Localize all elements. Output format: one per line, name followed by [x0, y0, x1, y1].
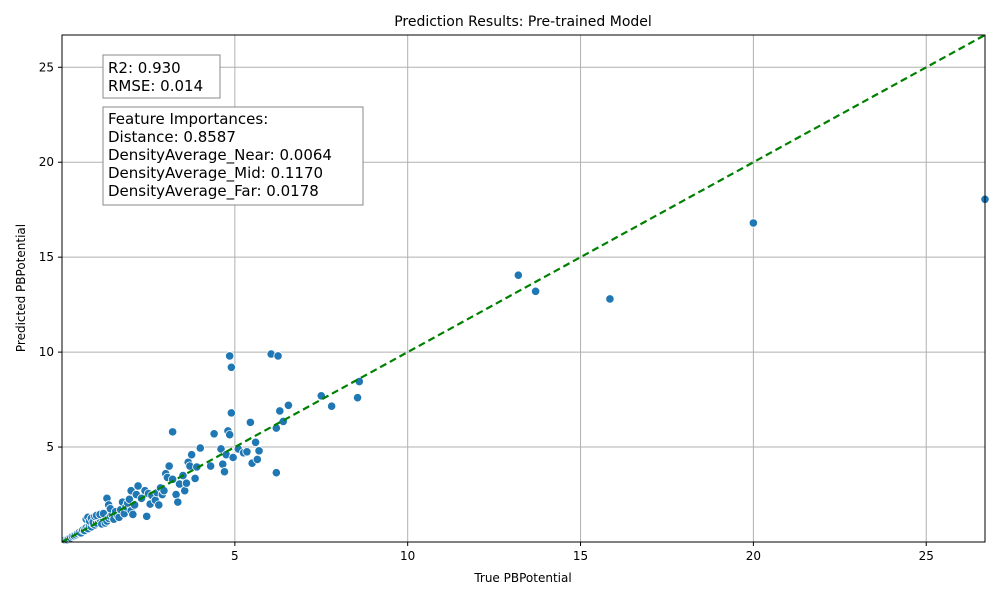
data-point — [225, 430, 235, 440]
data-point — [142, 511, 152, 521]
importance-box: Feature Importances: Distance: 0.8587 De… — [102, 106, 364, 206]
x-tick-label: 10 — [400, 549, 415, 563]
importance-box-frame — [102, 106, 364, 206]
stats-rmse: RMSE: 0.014 — [108, 77, 203, 95]
data-point — [195, 443, 205, 453]
ticks-layer: 5 10 15 20 25 5 10 15 20 25 — [39, 60, 934, 563]
data-point — [190, 473, 200, 483]
data-point — [128, 509, 138, 520]
data-point — [748, 218, 758, 228]
y-tick-label: 5 — [46, 440, 54, 454]
data-point — [605, 294, 615, 304]
y-axis-label: Predicted PBPotential — [14, 224, 28, 352]
data-point — [154, 500, 164, 510]
data-point — [242, 447, 252, 457]
data-point — [171, 489, 181, 500]
stats-box-frame — [102, 54, 221, 99]
x-tick-label: 5 — [231, 549, 239, 563]
x-tick-label: 25 — [919, 549, 934, 563]
axes-frame — [61, 34, 986, 543]
data-point — [250, 437, 261, 447]
y-tick-label: 15 — [39, 250, 54, 264]
data-point — [226, 362, 236, 372]
y-tick-label: 25 — [39, 60, 54, 74]
y-tick-label: 10 — [39, 345, 54, 359]
data-point — [133, 481, 143, 491]
data-point — [513, 270, 523, 280]
data-point — [275, 406, 285, 416]
data-point — [206, 461, 216, 471]
importance-heading: Feature Importances: — [108, 110, 268, 128]
data-point — [209, 429, 219, 439]
importance-density-far: DensityAverage_Far: 0.0178 — [108, 182, 319, 201]
importance-density-mid: DensityAverage_Mid: 0.1170 — [108, 164, 323, 183]
data-point — [226, 408, 236, 418]
data-point — [228, 452, 238, 463]
data-point — [245, 417, 256, 427]
y-tick-label: 20 — [39, 155, 54, 169]
x-axis-label: True PBPotential — [473, 571, 571, 585]
importance-density-near: DensityAverage_Near: 0.0064 — [108, 146, 332, 165]
stats-r2: R2: 0.930 — [108, 59, 181, 77]
x-tick-label: 15 — [573, 549, 588, 563]
stats-box: R2: 0.930 RMSE: 0.014 — [102, 54, 221, 99]
data-point — [180, 486, 190, 496]
data-point — [218, 459, 228, 469]
data-point — [173, 497, 183, 507]
data-point — [181, 478, 192, 488]
data-point — [216, 444, 226, 454]
data-point — [283, 400, 294, 410]
data-point — [273, 351, 283, 361]
data-point — [164, 461, 174, 471]
data-point — [124, 494, 135, 504]
data-point — [352, 393, 363, 403]
data-point — [187, 450, 197, 460]
data-point — [252, 454, 262, 464]
chart-title: Prediction Results: Pre-trained Model — [394, 14, 652, 30]
x-tick-label: 20 — [746, 549, 761, 563]
data-point — [530, 286, 541, 296]
data-point — [271, 468, 281, 478]
data-point — [254, 446, 264, 456]
data-point — [327, 401, 337, 411]
importance-distance: Distance: 0.8587 — [108, 128, 236, 146]
data-point — [168, 427, 178, 437]
data-point — [225, 351, 235, 361]
data-point — [219, 467, 230, 477]
